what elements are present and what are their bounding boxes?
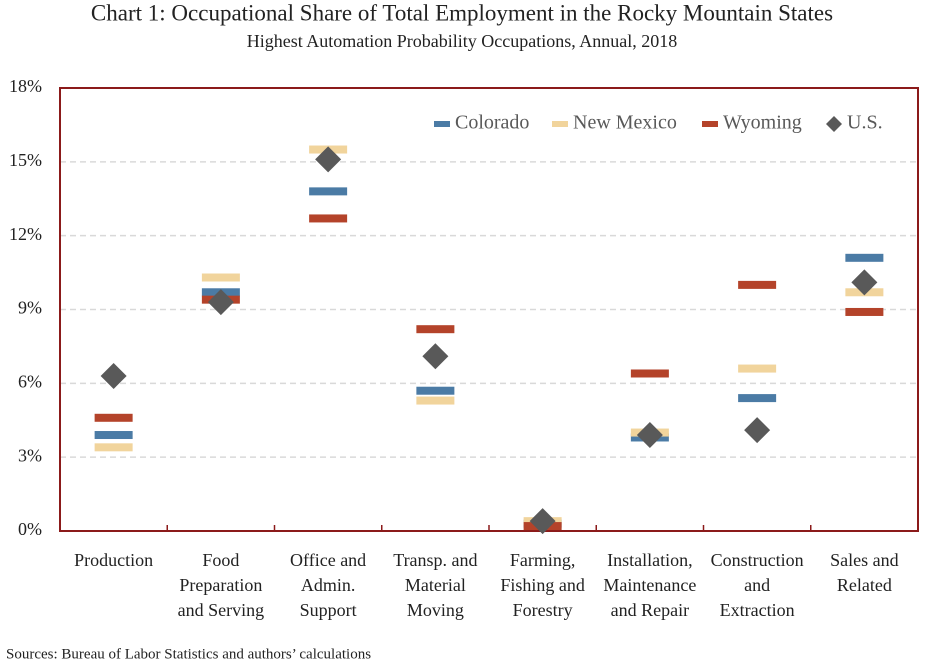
legend-label: Wyoming	[723, 112, 802, 134]
dash-marker	[94, 443, 133, 452]
dash-marker	[738, 280, 777, 289]
dash-marker	[416, 325, 455, 334]
legend-label: Colorado	[455, 112, 529, 134]
dash-marker	[630, 369, 669, 378]
dash-marker	[738, 364, 777, 373]
diamond-marker	[100, 362, 127, 389]
diamond-marker	[744, 417, 771, 444]
diamond-marker	[207, 289, 234, 316]
dash-marker	[94, 431, 133, 440]
diamond-marker	[851, 269, 878, 296]
y-tick-label: 3%	[18, 445, 42, 465]
x-tick-label: Installation, Maintenance and Repair	[603, 550, 696, 620]
x-tick-label: Production	[74, 550, 153, 570]
y-tick-label: 12%	[9, 224, 42, 244]
dash-marker	[845, 253, 884, 262]
legend-label: U.S.	[847, 112, 883, 134]
x-tick-label: Transp. and Material Moving	[393, 550, 477, 620]
dash-marker	[845, 307, 884, 316]
x-tick-label: Food Preparation and Serving	[178, 550, 264, 620]
source-note: Sources: Bureau of Labor Statistics and …	[6, 646, 371, 661]
x-tick-label: Office and Admin. Support	[290, 550, 366, 620]
dash-marker	[201, 273, 240, 282]
legend-swatch	[702, 121, 718, 127]
dash-marker	[416, 396, 455, 405]
dash-marker	[738, 394, 777, 403]
legend-swatch	[552, 121, 568, 127]
y-tick-label: 18%	[9, 76, 42, 96]
plot-border	[59, 87, 919, 532]
dash-marker	[309, 187, 348, 196]
dash-marker	[94, 413, 133, 422]
diamond-marker	[315, 146, 342, 173]
legend-swatch	[434, 121, 450, 127]
diamond-marker	[529, 508, 556, 535]
y-tick-label: 15%	[9, 150, 42, 170]
y-tick-label: 0%	[18, 519, 42, 539]
chart-title: Chart 1: Occupational Share of Total Emp…	[91, 0, 833, 25]
dash-marker	[309, 214, 348, 223]
y-tick-label: 6%	[18, 371, 42, 391]
diamond-marker	[422, 343, 449, 370]
x-tick-label: Farming, Fishing and Forestry	[500, 550, 585, 620]
x-tick-label: Construction and Extraction	[711, 550, 804, 620]
dash-marker	[416, 386, 455, 395]
y-tick-label: 9%	[18, 298, 42, 318]
diamond-marker	[636, 422, 663, 449]
x-tick-label: Sales and Related	[830, 550, 898, 595]
legend-label: New Mexico	[573, 112, 677, 134]
legend-swatch	[826, 116, 842, 132]
chart-subtitle: Highest Automation Probability Occupatio…	[247, 31, 677, 51]
